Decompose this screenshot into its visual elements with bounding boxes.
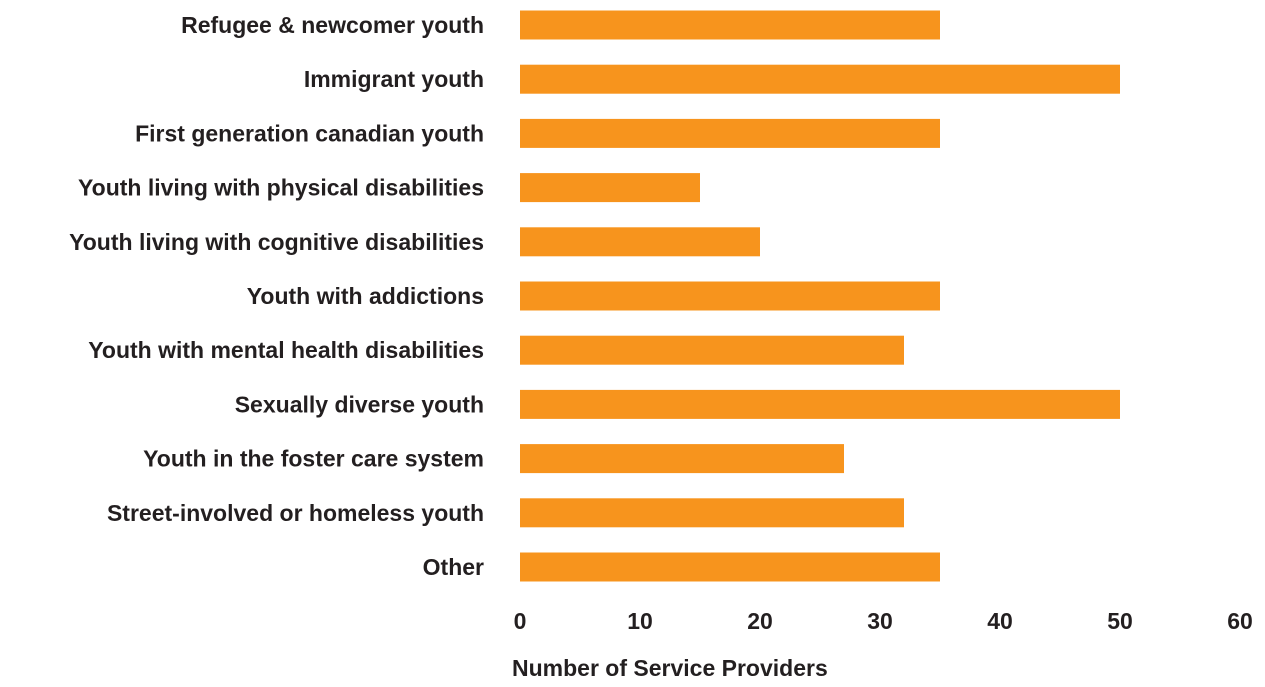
bar: [520, 498, 904, 528]
bars: [520, 10, 1120, 582]
category-label: Youth with addictions: [247, 283, 484, 309]
bar: [520, 444, 844, 474]
x-tick-label: 10: [627, 608, 653, 634]
bar: [520, 227, 760, 257]
bar: [520, 10, 940, 40]
category-label: Street-involved or homeless youth: [107, 500, 484, 526]
category-label: Other: [423, 554, 484, 580]
category-label: First generation canadian youth: [135, 120, 484, 146]
bar: [520, 335, 904, 365]
x-tick-label: 60: [1227, 608, 1253, 634]
bar: [520, 64, 1120, 94]
x-axis-title: Number of Service Providers: [512, 655, 828, 681]
x-tick-label: 40: [987, 608, 1013, 634]
category-labels: Refugee & newcomer youth Immigrant youth F…: [69, 12, 484, 580]
x-tick-label: 30: [867, 608, 893, 634]
category-label: Sexually diverse youth: [235, 391, 484, 417]
bar: [520, 281, 940, 311]
category-label: Youth in the foster care system: [143, 446, 484, 472]
x-axis-ticks: 0 10 20 30 40 50 60: [514, 608, 1253, 634]
category-label: Immigrant youth: [304, 66, 484, 92]
category-label: Youth living with cognitive disabilities: [69, 229, 484, 255]
category-label: Refugee & newcomer youth: [181, 12, 484, 38]
x-tick-label: 0: [514, 608, 527, 634]
category-label: Youth living with physical disabilities: [78, 175, 484, 201]
bar: [520, 118, 940, 148]
bar: [520, 552, 940, 582]
bar: [520, 389, 1120, 419]
x-tick-label: 50: [1107, 608, 1133, 634]
bar: [520, 173, 700, 203]
category-label: Youth with mental health disabilities: [88, 337, 484, 363]
x-tick-label: 20: [747, 608, 773, 634]
